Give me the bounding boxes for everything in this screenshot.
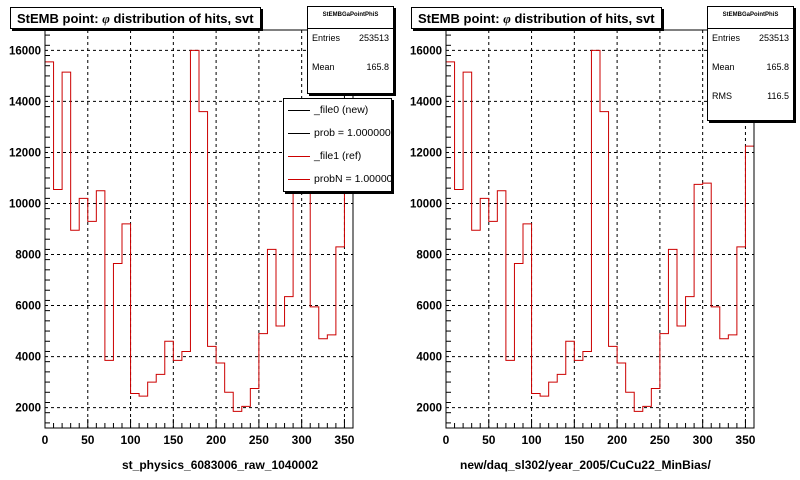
x-tick-label: 250	[650, 433, 670, 447]
y-tick-label: 6000	[416, 301, 442, 313]
y-tick-label: 12000	[410, 147, 442, 159]
legend-entry-prob: prob = 1.000000	[284, 122, 391, 145]
y-tick-label: 2000	[416, 403, 442, 415]
stats-value: 116.5	[767, 91, 789, 101]
y-tick-label: 4000	[416, 352, 442, 364]
title-prefix: StEMB point:	[418, 11, 504, 26]
x-tick-label: 200	[607, 433, 627, 447]
y-tick-label: 16000	[9, 45, 41, 57]
stats-label: Mean	[712, 62, 735, 72]
x-tick-label: 350	[735, 433, 755, 447]
chart-title-left: StEMB point: φ distribution of hits, svt	[10, 7, 261, 29]
stats-histogram-name: StEMBGaPointPhiS	[708, 7, 793, 29]
y-tick-label: 10000	[410, 198, 442, 210]
legend-label: probN = 1.000000	[314, 173, 392, 185]
x-tick-label: 200	[206, 433, 226, 447]
x-tick-label: 50	[482, 433, 496, 447]
plot-panel-1: 0 50 100 150 200 250 300 350 2000 4000 6000 8000 100…	[410, 29, 756, 447]
legend-swatch	[288, 179, 310, 180]
histogram-line	[446, 49, 754, 412]
stats-box-right: StEMBGaPointPhiS Entries 253513 Mean 165…	[707, 6, 794, 121]
stats-row: RMS 116.5	[708, 87, 793, 116]
legend-entry-probn: probN = 1.000000	[284, 168, 391, 191]
stats-row: Mean 165.8	[708, 58, 793, 87]
stats-label: Entries	[712, 33, 741, 43]
stats-label: Entries	[312, 33, 341, 43]
x-tick-label: 250	[249, 433, 269, 447]
y-tick-label: 6000	[15, 301, 41, 313]
stats-value: 165.8	[366, 62, 389, 72]
stats-row: Entries 253513	[708, 29, 793, 58]
legend-swatch	[288, 110, 310, 111]
x-tick-label: 100	[522, 433, 542, 447]
phi-symbol: φ	[102, 11, 110, 26]
y-tick-label: 16000	[410, 45, 442, 57]
y-tick-label: 14000	[9, 96, 41, 108]
x-tick-label: 150	[163, 433, 183, 447]
x-axis-label-right: new/daq_sl302/year_2005/CuCu22_MinBias/	[460, 458, 711, 472]
phi-symbol: φ	[503, 11, 511, 26]
legend-label: prob = 1.000000	[314, 127, 391, 139]
title-suffix: distribution of hits, svt	[510, 11, 655, 26]
y-tick-label: 2000	[15, 403, 41, 415]
x-tick-label: 350	[334, 433, 354, 447]
y-tick-label: 8000	[416, 250, 442, 262]
legend-swatch	[288, 156, 310, 157]
y-tick-label: 14000	[410, 96, 442, 108]
stats-label: RMS	[712, 91, 732, 101]
y-tick-label: 10000	[9, 198, 41, 210]
stats-value: 253513	[358, 33, 389, 43]
title-prefix: StEMB point:	[17, 11, 103, 26]
x-axis-label-left: st_physics_6083006_raw_1040002	[122, 458, 319, 472]
legend-label: _file1 (ref)	[314, 150, 362, 162]
stats-histogram-name: StEMBGaPointPhiS	[308, 7, 393, 29]
title-suffix: distribution of hits, svt	[109, 11, 254, 26]
stats-value: 165.8	[766, 62, 789, 72]
stats-box-left: StEMBGaPointPhiS Entries 253513 Mean 165…	[307, 6, 394, 94]
x-tick-label: 100	[121, 433, 141, 447]
x-tick-label: 300	[292, 433, 312, 447]
plot-panel-0: 0 50 100 150 200 250 300 350 2000 4000 6000 8000 100…	[9, 29, 355, 447]
y-tick-label: 4000	[15, 352, 41, 364]
stats-label: Mean	[312, 62, 335, 72]
x-tick-label: 0	[42, 433, 49, 447]
stats-value: 253513	[758, 33, 789, 43]
stats-row: Entries 253513	[308, 29, 393, 58]
legend-label: _file0 (new)	[314, 104, 369, 116]
legend-entry-new: _file0 (new)	[284, 99, 391, 122]
x-tick-label: 0	[443, 433, 450, 447]
x-tick-label: 300	[693, 433, 713, 447]
legend-box: _file0 (new) prob = 1.000000 _file1 (ref…	[283, 98, 392, 192]
stats-row: Mean 165.8	[308, 58, 393, 87]
chart-title-right: StEMB point: φ distribution of hits, svt	[411, 7, 662, 29]
legend-swatch	[288, 133, 310, 134]
y-tick-label: 12000	[9, 147, 41, 159]
x-tick-label: 50	[81, 433, 95, 447]
x-tick-label: 150	[564, 433, 584, 447]
legend-entry-ref: _file1 (ref)	[284, 145, 391, 168]
y-tick-label: 8000	[15, 250, 41, 262]
